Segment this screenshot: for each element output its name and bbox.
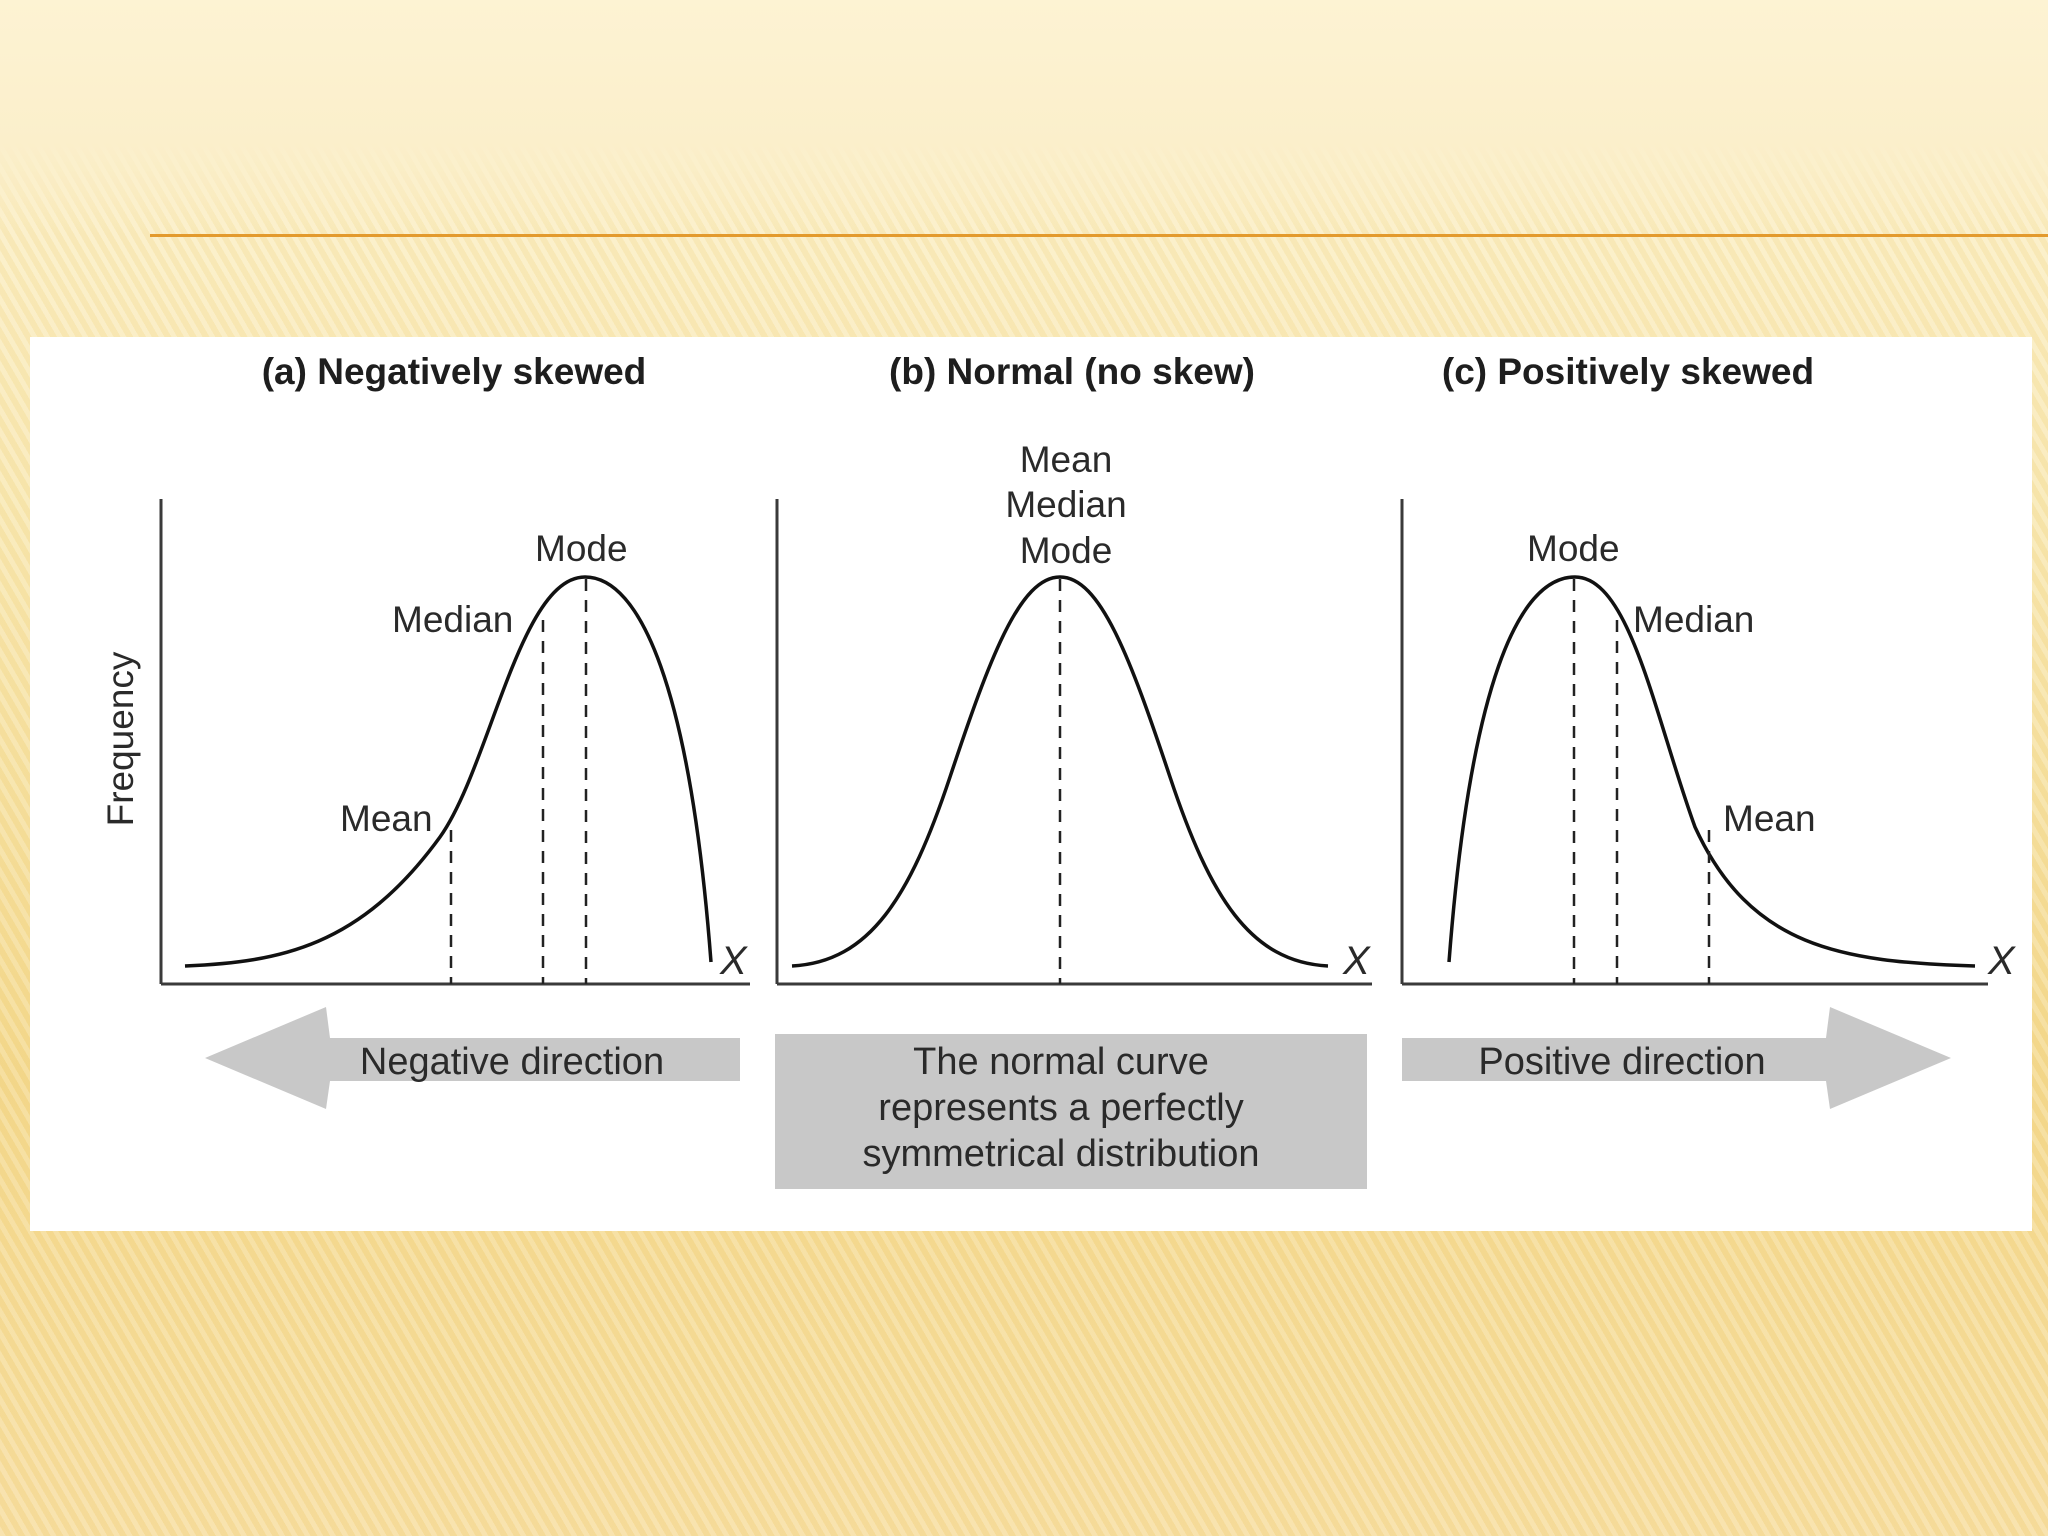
panel-c: Mode Median Mean X <box>1400 499 2016 986</box>
panel-b-curve <box>791 575 1329 968</box>
panel-a-curve <box>184 575 713 968</box>
normal-caption-line-3: symmetrical distribution <box>863 1133 1260 1175</box>
panel-b-title: (b) Normal (no skew) <box>889 351 1255 392</box>
panel-a-title: (a) Negatively skewed <box>262 351 647 392</box>
panel-a-mean-label: Mean <box>340 798 433 839</box>
panel-c-x-label: X <box>1987 939 2016 983</box>
positive-direction-label: Positive direction <box>1478 1041 1765 1083</box>
normal-caption-line-2: represents a perfectly <box>878 1087 1243 1129</box>
negative-direction-arrow <box>205 1007 740 1109</box>
y-axis-label: Frequency <box>100 651 141 826</box>
panel-a-median-label: Median <box>392 599 513 640</box>
normal-caption-box <box>775 1034 1367 1189</box>
negative-direction-label: Negative direction <box>360 1041 664 1083</box>
panel-b-mean-label: Mean <box>1020 439 1113 480</box>
title-divider <box>150 234 2048 237</box>
skewness-diagram: (a) Negatively skewed (b) Normal (no ske… <box>100 351 2016 1189</box>
positive-direction-arrow <box>1402 1007 1951 1109</box>
panel-c-title: (c) Positively skewed <box>1442 351 1814 392</box>
panel-b-x-label: X <box>1342 939 1371 983</box>
panel-a-x-label: X <box>719 939 748 983</box>
panel-a: Mean Median Mode X <box>159 499 750 986</box>
panel-c-mean-label: Mean <box>1723 798 1816 839</box>
panel-c-mode-label: Mode <box>1527 528 1620 569</box>
slide-title-area <box>0 0 2048 235</box>
panel-c-median-label: Median <box>1633 599 1754 640</box>
panel-c-curve <box>1447 575 1976 968</box>
panel-a-mode-label: Mode <box>535 528 628 569</box>
panel-b-median-label: Median <box>1005 484 1126 525</box>
panel-b: Mean Median Mode X <box>775 439 1372 986</box>
skewness-figure: (a) Negatively skewed (b) Normal (no ske… <box>30 337 2032 1231</box>
panel-b-mode-label: Mode <box>1020 530 1113 571</box>
normal-caption-line-1: The normal curve <box>913 1041 1209 1083</box>
